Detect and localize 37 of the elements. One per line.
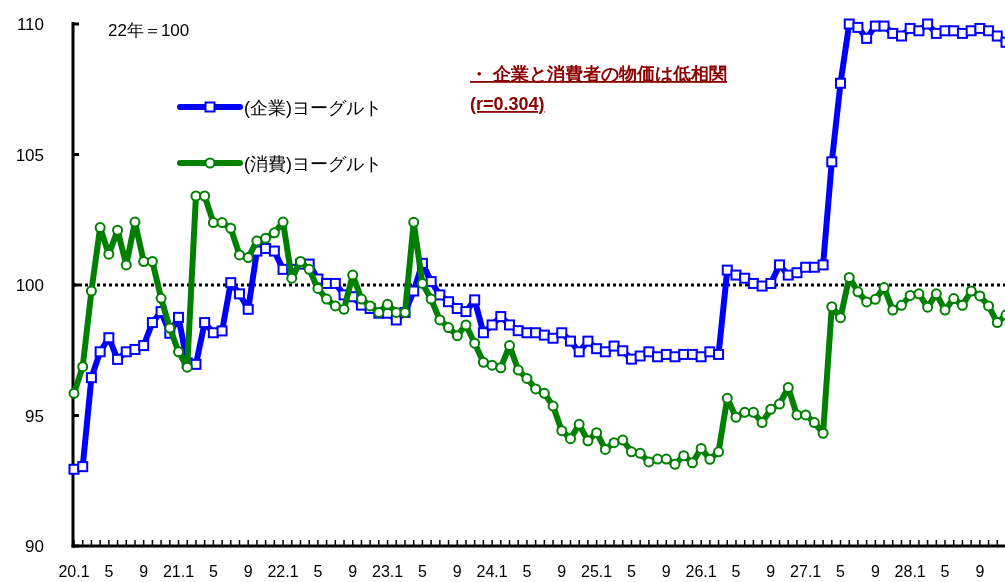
x-tick-label: 24.1 bbox=[476, 563, 508, 580]
y-tick-label: 100 bbox=[15, 276, 44, 295]
x-tick-label: 9 bbox=[766, 563, 776, 580]
x-tick-label: 5 bbox=[836, 563, 846, 580]
x-tick-label: 22.1 bbox=[267, 563, 299, 580]
x-tick-label: 5 bbox=[731, 563, 741, 580]
y-tick-label: 110 bbox=[16, 15, 44, 34]
x-tick-label: 26.1 bbox=[685, 563, 717, 580]
x-tick-label: 5 bbox=[417, 563, 427, 580]
x-tick-label: 21.1 bbox=[162, 563, 195, 580]
x-tick-label: 9 bbox=[348, 563, 358, 580]
annotation: (r=0.304) bbox=[470, 94, 545, 114]
y-tick-label: 105 bbox=[15, 145, 44, 165]
y-tick-label: 90 bbox=[25, 537, 44, 556]
x-tick-label: 9 bbox=[452, 563, 462, 580]
x-tick-label: 9 bbox=[557, 563, 567, 580]
y-tick-label: 95 bbox=[25, 406, 44, 426]
x-tick-label: 9 bbox=[975, 563, 985, 580]
x-tick-label: 5 bbox=[627, 563, 636, 580]
x-tick-label: 5 bbox=[313, 563, 323, 580]
legend-label: (消費)ヨーグルト bbox=[244, 154, 382, 174]
x-tick-label: 5 bbox=[104, 563, 114, 580]
x-tick-label: 20.1 bbox=[58, 563, 90, 580]
x-tick-label: 5 bbox=[522, 563, 532, 580]
x-tick-label: 25.1 bbox=[581, 563, 613, 580]
legend-label: (企業)ヨーグルト bbox=[244, 98, 382, 118]
annotation: 22年＝100 bbox=[108, 21, 190, 40]
x-tick-label: 9 bbox=[243, 563, 253, 580]
x-tick-label: 9 bbox=[661, 563, 671, 580]
x-tick-label: 27.1 bbox=[790, 563, 822, 580]
x-tick-label: 5 bbox=[940, 563, 950, 580]
x-tick-label: 9 bbox=[870, 563, 880, 580]
x-tick-label: 9 bbox=[139, 563, 149, 580]
x-tick-label: 5 bbox=[208, 563, 218, 580]
x-tick-label: 23.1 bbox=[372, 563, 404, 580]
x-tick-label: 28.1 bbox=[894, 563, 926, 580]
annotation: ・ 企業と消費者の物価は低相関 bbox=[470, 64, 728, 84]
